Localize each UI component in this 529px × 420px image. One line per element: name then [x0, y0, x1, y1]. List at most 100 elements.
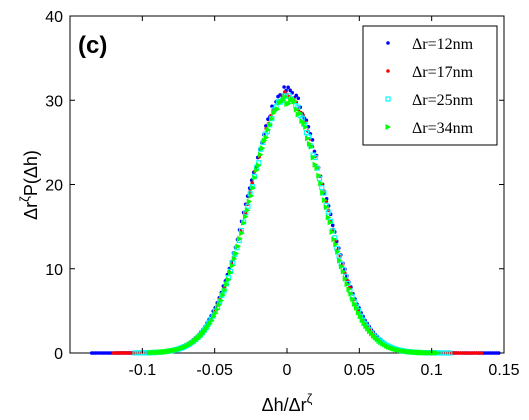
data-point — [274, 106, 281, 113]
data-point — [282, 90, 287, 94]
data-point — [216, 302, 223, 309]
data-point — [237, 235, 243, 242]
data-point — [301, 120, 307, 127]
y-axis-label: ΔrζP(Δh) — [17, 150, 41, 220]
data-point — [327, 219, 334, 226]
data-point — [329, 229, 335, 236]
data-point — [271, 109, 277, 116]
data-point — [338, 263, 345, 270]
data-point — [248, 192, 255, 199]
data-point — [319, 184, 325, 191]
legend-box — [362, 25, 498, 146]
y-axis-label-pre: Δr — [21, 202, 41, 220]
data-point — [250, 184, 257, 191]
data-point — [330, 223, 335, 228]
data-point — [241, 219, 247, 226]
ticks-layer: -0.1 -0.05 0 0.05 0.1 0.15 0 10 20 30 40 — [45, 9, 519, 379]
data-point — [282, 93, 288, 100]
data-point — [335, 248, 341, 255]
data-point — [280, 97, 287, 104]
legend-entry-1: Δr=12nm — [386, 36, 474, 53]
legend-marker — [385, 96, 391, 102]
data-point — [203, 326, 209, 333]
y-tick-label: 30 — [45, 93, 63, 110]
data-point — [314, 164, 320, 171]
data-point — [363, 323, 369, 330]
y-tick-label: 10 — [45, 262, 63, 279]
data-point — [214, 306, 221, 313]
data-point — [201, 328, 208, 335]
data-point — [496, 351, 501, 355]
data-point — [323, 204, 330, 211]
data-point — [246, 198, 253, 205]
data-point — [258, 151, 264, 158]
data-point — [337, 257, 343, 264]
data-point — [288, 88, 292, 93]
legend-label: Δr=25nm — [412, 92, 474, 109]
data-point — [212, 310, 219, 317]
data-point — [256, 162, 262, 169]
y-tick-label: 20 — [45, 178, 63, 195]
data-point — [235, 243, 241, 250]
x-tick-label: 0.15 — [488, 362, 519, 379]
legend-label: Δr=12nm — [412, 36, 474, 53]
data-point — [359, 316, 366, 323]
data-point — [224, 281, 230, 288]
data-point — [365, 325, 371, 332]
data-point — [310, 154, 317, 161]
data-point — [306, 140, 313, 147]
data-point — [333, 241, 339, 248]
data-point — [286, 100, 292, 107]
data-point — [211, 313, 217, 320]
data-point — [479, 351, 484, 355]
data-point — [353, 304, 360, 311]
panel-label: (c) — [78, 32, 107, 59]
data-point — [245, 203, 251, 209]
data-point — [231, 255, 238, 262]
data-point — [318, 180, 324, 187]
data-point — [325, 209, 331, 215]
data-point — [293, 106, 300, 113]
y-tick-label: 40 — [45, 9, 63, 26]
data-point — [340, 268, 347, 275]
x-axis-label-base: Δh/Δr — [262, 395, 307, 415]
legend-marker — [386, 69, 390, 73]
data-point — [355, 309, 362, 316]
legend-marker — [386, 41, 390, 45]
data-point — [227, 269, 234, 276]
data-point — [263, 134, 270, 141]
data-point — [361, 320, 367, 327]
data-point — [205, 323, 211, 330]
data-point — [342, 275, 349, 282]
x-tick-label: 0.05 — [344, 362, 375, 379]
y-axis-label-sup: ζ — [17, 196, 32, 202]
data-point — [325, 214, 332, 221]
data-point — [269, 115, 275, 122]
data-point — [308, 143, 315, 150]
x-tick-label: 0.1 — [421, 362, 443, 379]
data-point — [303, 124, 309, 131]
data-point — [296, 96, 301, 101]
data-point — [252, 174, 258, 181]
data-point — [239, 230, 245, 237]
data-point — [209, 317, 215, 324]
data-point — [254, 167, 260, 174]
data-point — [282, 85, 286, 89]
legend-label: Δr=34nm — [412, 120, 474, 137]
data-point — [226, 276, 232, 283]
data-point — [261, 137, 268, 144]
data-point — [297, 110, 304, 117]
legend-label: Δr=17nm — [412, 64, 474, 81]
y-axis-label-post: P(Δh) — [21, 150, 41, 196]
data-point — [321, 197, 328, 204]
data-point — [265, 126, 272, 133]
data-point — [259, 145, 266, 152]
data-point — [286, 85, 290, 90]
data-point — [242, 213, 249, 220]
data-point — [266, 117, 270, 121]
data-point — [207, 320, 213, 327]
legend-marker — [385, 124, 391, 130]
data-point — [352, 300, 358, 307]
data-point — [447, 350, 453, 356]
x-tick-label: 0 — [283, 362, 292, 379]
